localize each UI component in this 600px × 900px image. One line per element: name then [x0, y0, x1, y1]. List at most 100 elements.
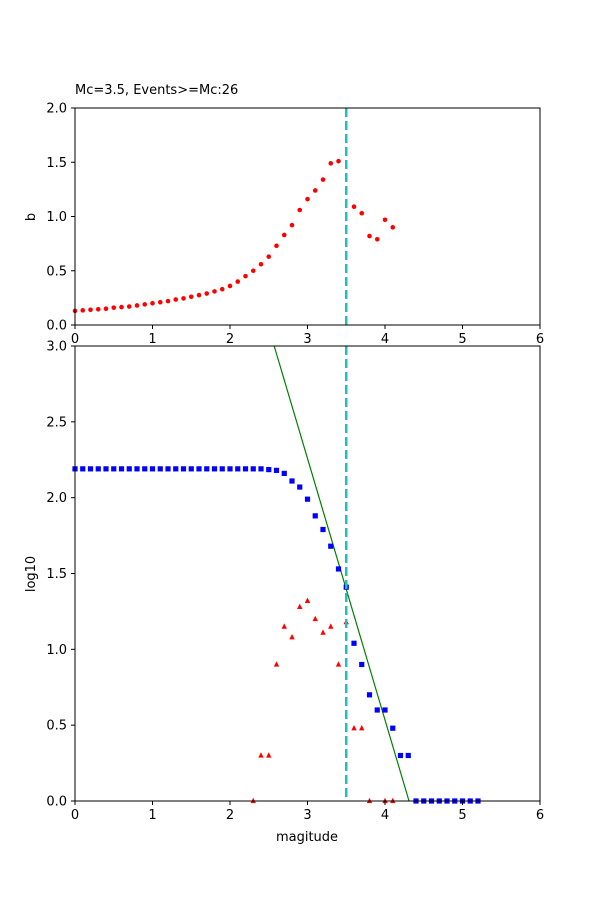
axes-frame [74, 345, 541, 802]
data-point [320, 177, 326, 182]
data-point [196, 292, 202, 298]
x-tick-label: 1 [148, 808, 156, 823]
axes-frame [74, 107, 541, 326]
y-tick-label: 1.5 [46, 156, 67, 171]
x-tick-label: 2 [226, 332, 234, 347]
x-tick-label: 4 [381, 332, 389, 347]
y-tick-label: 3.0 [46, 340, 67, 355]
data-point [382, 217, 388, 223]
data-point [273, 661, 280, 667]
data-point [80, 308, 86, 313]
data-point [312, 615, 318, 622]
data-point [382, 707, 388, 713]
data-point [390, 797, 396, 804]
plot-frame [74, 345, 541, 802]
data-point [126, 466, 132, 472]
frequency-magnitude-panel: log10 magitude 0 1 2 3 4 5 6 0.0 0.5 1.0 1.5 2.0 2.… [24, 340, 544, 846]
data-point [281, 470, 287, 476]
data-point [390, 225, 396, 230]
data-point [250, 797, 256, 804]
y-tick-label: 0.5 [46, 719, 67, 734]
data-point [250, 268, 256, 274]
data-point [227, 283, 233, 289]
data-point [173, 466, 179, 472]
data-point [328, 623, 334, 629]
data-point [351, 724, 357, 731]
data-point [126, 304, 132, 309]
data-point [258, 752, 264, 758]
data-point [258, 466, 264, 472]
data-point [235, 466, 241, 472]
data-point [274, 243, 279, 249]
y-tick-label: 2.0 [46, 491, 67, 506]
data-point [150, 301, 155, 306]
x-ticks: 0 1 2 3 4 5 6 [71, 801, 544, 823]
data-point [165, 466, 171, 472]
x-tick-label: 4 [381, 808, 389, 823]
data-point [242, 466, 249, 472]
data-point [335, 661, 342, 667]
data-point [188, 294, 194, 300]
data-point [219, 466, 225, 472]
data-point [297, 603, 303, 610]
data-point [374, 707, 380, 713]
fit-line [273, 345, 410, 802]
data-point [405, 752, 411, 759]
x-tick-label: 6 [536, 332, 544, 347]
x-tick-label: 0 [71, 332, 79, 347]
data-point [212, 289, 217, 294]
data-point [351, 640, 357, 646]
y-ticks: 0.0 0.5 1.0 1.5 2.0 [46, 102, 75, 334]
data-point [289, 633, 295, 640]
x-ticks: 0 1 2 3 4 5 6 [71, 325, 544, 347]
data-point [88, 307, 93, 313]
data-point [312, 188, 318, 193]
data-point [297, 484, 303, 490]
data-point [243, 273, 248, 279]
data-point [266, 254, 272, 259]
gr-fit-line [273, 345, 410, 802]
data-point [157, 299, 163, 305]
x-tick-label: 6 [536, 808, 544, 823]
x-tick-label: 3 [303, 332, 311, 347]
data-point [204, 291, 210, 296]
data-point [266, 752, 272, 758]
data-point [397, 752, 404, 759]
data-point [273, 467, 280, 473]
y-tick-label: 0.0 [46, 319, 67, 334]
data-point [258, 261, 264, 267]
data-point [366, 692, 373, 698]
x-tick-label: 1 [148, 332, 156, 347]
y-axis-label: b [24, 213, 39, 221]
data-point [281, 232, 287, 238]
data-point [366, 797, 373, 804]
data-point [266, 467, 272, 473]
x-tick-label: 3 [303, 808, 311, 823]
data-point [382, 797, 388, 804]
data-point [103, 466, 109, 472]
data-point [289, 478, 295, 484]
y-tick-label: 1.5 [46, 567, 67, 582]
data-point [289, 222, 295, 228]
y-axis-label: log10 [24, 556, 39, 592]
data-point [118, 466, 125, 472]
data-point [304, 597, 311, 603]
data-point [281, 623, 287, 629]
data-point [328, 543, 334, 549]
data-point [196, 466, 202, 472]
b-series-points [72, 158, 396, 314]
data-point [157, 466, 163, 472]
data-point [336, 158, 341, 164]
data-point [359, 724, 365, 731]
data-point [149, 466, 156, 472]
data-point [359, 661, 365, 668]
data-point [111, 466, 117, 472]
data-point [119, 304, 124, 310]
data-point [320, 629, 326, 635]
y-tick-label: 2.5 [46, 415, 67, 430]
data-point [335, 566, 342, 572]
data-point [103, 306, 109, 312]
data-point [95, 306, 101, 312]
data-point [95, 466, 101, 472]
